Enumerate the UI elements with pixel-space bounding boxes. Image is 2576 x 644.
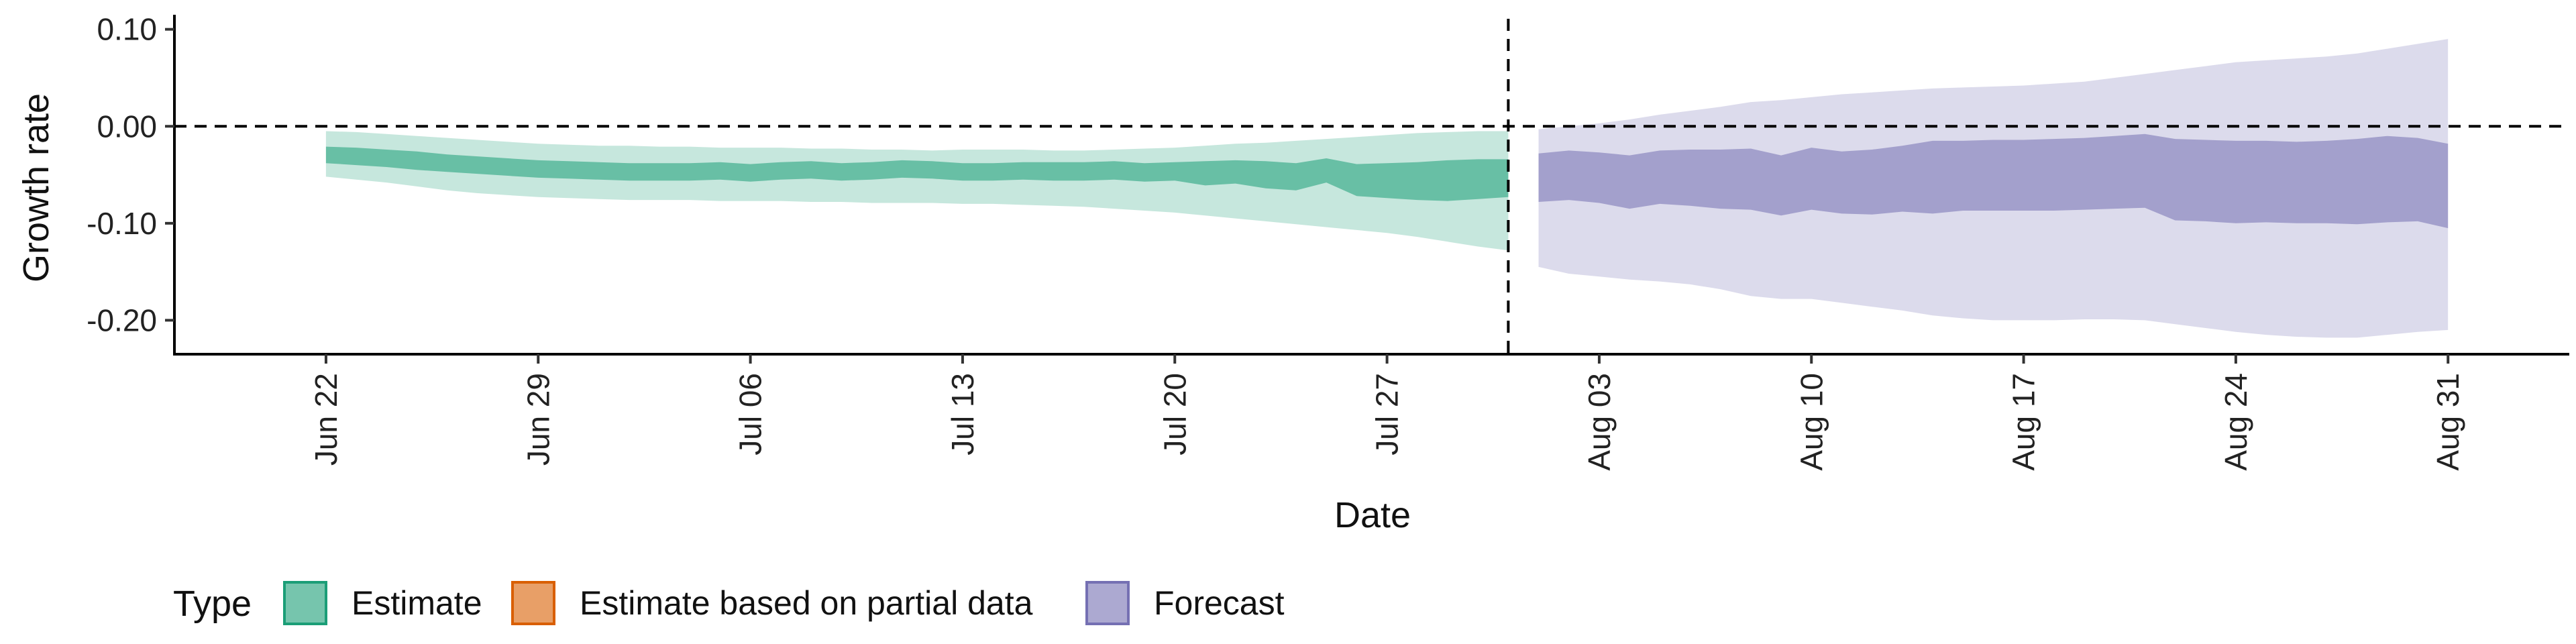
- estimate-outer-band: [325, 131, 1509, 251]
- y-tick-label: -0.10: [87, 206, 157, 241]
- x-tick-label: Jul 27: [1370, 373, 1405, 455]
- legend-key-swatch: [283, 581, 327, 625]
- legend-entry-label: Forecast: [1154, 584, 1285, 622]
- x-tick-label: Jul 20: [1157, 373, 1192, 455]
- y-axis-title: Growth rate: [16, 93, 56, 282]
- y-tick-label: 0.10: [97, 12, 157, 47]
- legend-entry-label: Estimate based on partial data: [580, 584, 1033, 622]
- x-tick-label: Jun 22: [309, 373, 343, 466]
- legend-title: Type: [173, 584, 252, 624]
- x-axis-title: Date: [1334, 495, 1411, 535]
- legend-key-swatch: [511, 581, 555, 625]
- x-tick-label: Aug 24: [2218, 373, 2253, 471]
- legend: Type Estimate Estimate based on partial d…: [173, 581, 1285, 625]
- x-tick-label: Aug 03: [1582, 373, 1617, 471]
- reference-lines: [174, 19, 2569, 354]
- x-tick-label: Jul 06: [733, 373, 768, 455]
- forecast-inner-band: [1538, 133, 2449, 229]
- axes-layer: 0.10 0.00 -0.10 -0.20 Jun 22 Jun 29 Jul 06 Jul …: [87, 12, 2569, 471]
- legend-entry-label: Estimate: [352, 584, 482, 622]
- y-tick-label: 0.00: [97, 109, 157, 144]
- ribbon-layer: [325, 39, 2449, 338]
- legend-key-swatch: [1085, 581, 1130, 625]
- y-tick-label: -0.20: [87, 303, 157, 337]
- x-tick-label: Jul 13: [945, 373, 980, 455]
- x-tick-label: Aug 17: [2006, 373, 2041, 471]
- x-tick-label: Jun 29: [521, 373, 555, 466]
- x-tick-label: Aug 31: [2430, 373, 2465, 471]
- estimate-inner-band: [325, 146, 1509, 201]
- x-tick-label: Aug 10: [1794, 373, 1829, 471]
